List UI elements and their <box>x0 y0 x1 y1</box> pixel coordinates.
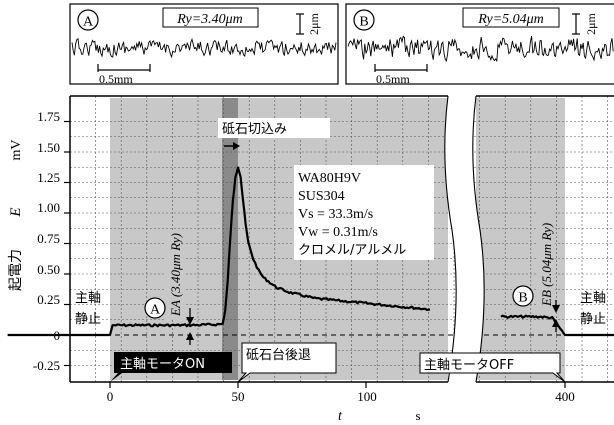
ry-label-A: Ry=3.40μm <box>176 12 243 27</box>
cut-in-annotation: 砥石切込み <box>218 118 330 150</box>
motor-off-label: 主軸モータOFF <box>424 358 514 373</box>
marker-A-circle <box>77 9 99 31</box>
table-retreat-label: 砥石台後退 <box>246 348 311 363</box>
y-tick-label: 0.75 <box>37 231 60 246</box>
motor-on-label: 主軸モータON <box>120 357 205 372</box>
x-unit: s <box>415 408 420 423</box>
x-tick-label: 400 <box>555 389 575 404</box>
vscale-label-B: 2μm <box>584 12 598 34</box>
spindle-stop-right-1: 主軸 <box>580 291 606 306</box>
spindle-stop-right-2: 静止 <box>580 312 606 327</box>
x-tick-label: 0 <box>107 389 114 404</box>
y-tick-label: 1.25 <box>37 170 60 185</box>
point-A-text: A <box>150 303 161 318</box>
spindle-stop-left-1: 主軸 <box>75 291 101 306</box>
x-tick-label: 100 <box>357 389 377 404</box>
profile-panel-A: A Ry=3.40μm 2μm 0.5mm <box>69 3 339 86</box>
y-tick-label: 0 <box>54 328 61 343</box>
specs-box: WA80H9V SUS304 Vs = 33.3m/s Vw = 0.31m/s… <box>294 165 434 260</box>
spec-material: SUS304 <box>298 189 345 204</box>
y-label-jp: 起電力 <box>8 249 24 291</box>
emf-curve-segment-1 <box>7 166 431 337</box>
ry-box-B <box>462 7 560 28</box>
motor-off-callout: 主軸モータOFF <box>419 352 566 383</box>
profile-trace-A <box>71 37 337 59</box>
point-B-text: B <box>518 291 527 306</box>
x-symbol: t <box>338 409 343 424</box>
y-tick-label: 0.25 <box>37 292 60 307</box>
hscale-label-B: 0.5mm <box>376 72 410 86</box>
profile-trace-B <box>347 35 614 63</box>
y-tick-label: -0.25 <box>33 358 60 373</box>
ticks <box>64 120 566 388</box>
y-tick-label: 1.50 <box>37 140 60 155</box>
motor-on-callout: 主軸モータON <box>110 352 232 382</box>
spec-vw: Vw = 0.31m/s <box>298 225 378 240</box>
marker-A-text: A <box>83 15 94 30</box>
y-tick-label: 1.00 <box>37 200 60 215</box>
spec-vs: Vs = 33.3m/s <box>298 207 373 222</box>
ry-box-A <box>162 7 259 28</box>
point-A-annotation: A EA (3.40μm Ry) <box>144 230 194 345</box>
point-A-circle <box>144 297 166 319</box>
table-retreat-callout: 砥石台後退 <box>237 342 337 383</box>
ry-label-B: Ry=5.04μm <box>477 12 544 27</box>
spec-wheel: WA80H9V <box>298 171 361 186</box>
cut-in-label: 砥石切込み <box>222 122 287 137</box>
point-B-circle <box>512 285 534 307</box>
point-B-annotation: B EB (5.04μm Ry) <box>512 210 560 332</box>
y-tick-label: 1.75 <box>37 109 60 124</box>
x-tick-label: 50 <box>232 389 245 404</box>
profile-panel-B: B Ry=5.04μm 2μm 0.5mm <box>345 3 614 86</box>
y-tick-labels: 1.75 1.50 1.25 1.00 0.75 0.50 0.25 0 -0.… <box>33 109 60 373</box>
hscale-label-A: 0.5mm <box>99 72 133 86</box>
EB-label: EB (5.04μm Ry) <box>539 223 554 307</box>
vscale-label-A: 2μm <box>307 12 321 34</box>
marker-B-circle <box>353 9 375 31</box>
EA-label: EA (3.40μm Ry) <box>168 233 183 317</box>
spindle-stop-left-2: 静止 <box>75 312 101 327</box>
axis-break-gap <box>444 96 485 382</box>
y-tick-label: 0.50 <box>37 262 60 277</box>
y-unit: mV <box>9 140 24 161</box>
y-symbol: E <box>8 207 24 217</box>
marker-B-text: B <box>359 15 368 30</box>
spec-thermocouple: クロメル/アルメル <box>298 243 406 258</box>
